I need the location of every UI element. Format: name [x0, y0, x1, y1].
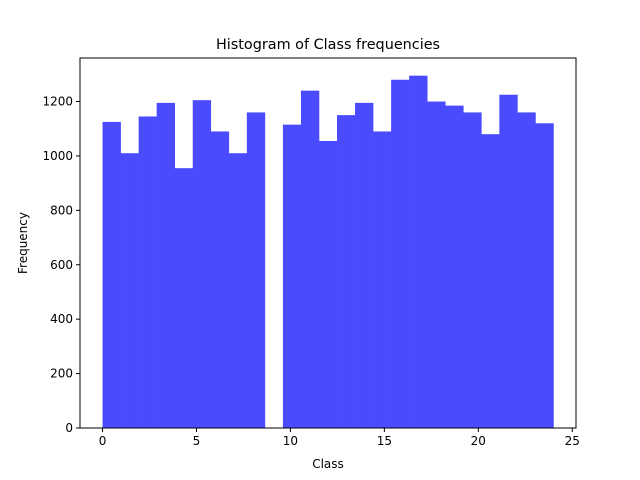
histogram-bar: [517, 112, 536, 428]
histogram-bar: [138, 116, 157, 429]
x-tick-label: 20: [471, 434, 486, 448]
y-tick-label: 200: [50, 367, 73, 381]
histogram-bar: [318, 140, 338, 429]
x-axis-label: Class: [312, 457, 344, 471]
histogram-bar: [463, 112, 482, 428]
y-tick-label: 800: [50, 203, 73, 217]
histogram-bar: [300, 90, 320, 429]
histogram-bar: [535, 123, 554, 428]
histogram-bar: [445, 105, 464, 429]
histogram-bar: [355, 102, 374, 428]
x-tick-label: 10: [283, 434, 298, 448]
histogram-bar: [246, 112, 266, 428]
histogram-bar: [373, 131, 392, 428]
y-axis-label: Frequency: [16, 212, 30, 274]
x-tick-label: 0: [99, 434, 107, 448]
x-tick-label: 15: [377, 434, 392, 448]
x-tick-label: 25: [565, 434, 580, 448]
histogram-bar: [210, 131, 230, 428]
plot-frame: [79, 57, 577, 429]
histogram-bar: [228, 153, 248, 428]
y-tick-label: 1000: [42, 149, 73, 163]
histogram-bar: [481, 134, 500, 428]
y-tick-label: 400: [50, 312, 73, 326]
histogram-bar: [102, 121, 121, 429]
bars-layer: [102, 75, 554, 429]
histogram-bar: [409, 75, 428, 429]
histogram-bar: [192, 100, 212, 429]
x-tick-label: 5: [193, 434, 201, 448]
y-axis-ticks: 0 200 400 600 800 1000 1200: [42, 95, 80, 435]
histogram-bar: [120, 153, 139, 428]
histogram-bar: [427, 101, 446, 428]
y-tick-label: 0: [65, 421, 73, 435]
y-tick-label: 1200: [42, 95, 73, 109]
histogram-bar: [337, 115, 356, 428]
chart-title: Histogram of Class frequencies: [216, 37, 440, 53]
histogram-bar: [156, 102, 175, 428]
histogram-bar: [391, 79, 410, 428]
histogram-bar: [282, 124, 302, 429]
histogram-bar: [499, 94, 518, 428]
x-axis-ticks: 0 5 10 15 20 25: [99, 428, 580, 448]
y-tick-label: 600: [50, 258, 73, 272]
histogram-bar: [174, 168, 194, 428]
